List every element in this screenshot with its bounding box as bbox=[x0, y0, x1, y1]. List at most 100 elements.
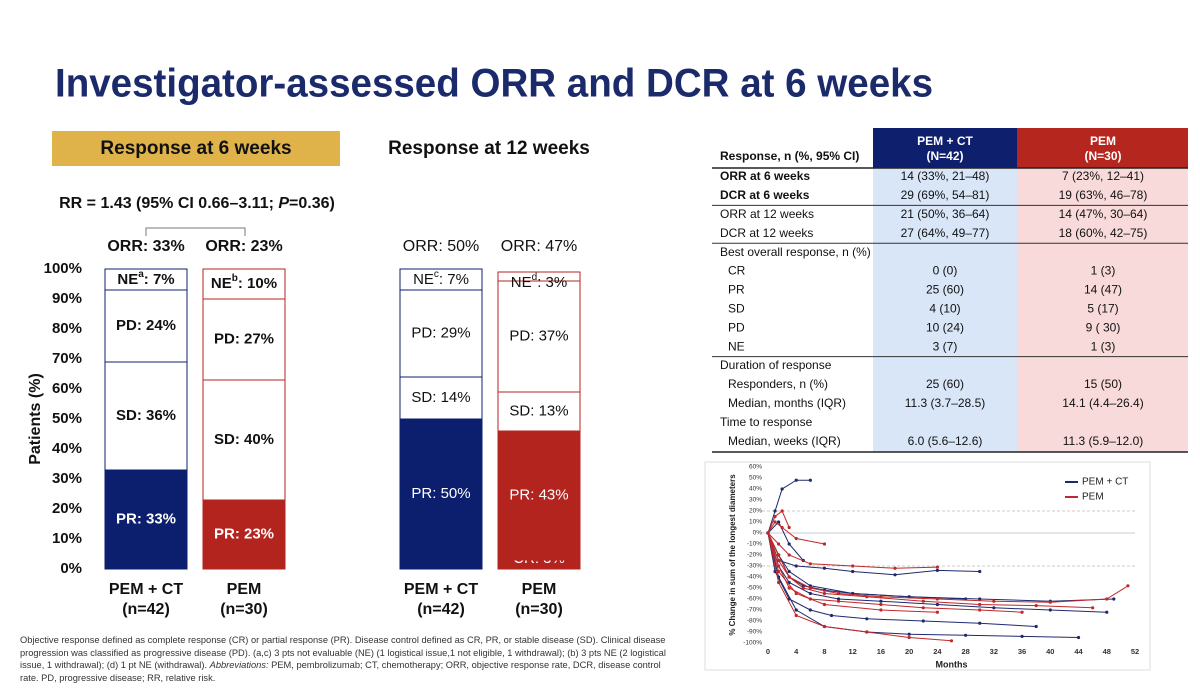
bar-segment bbox=[497, 280, 581, 393]
column-header: (N=30) bbox=[1084, 149, 1121, 163]
bar-segment bbox=[399, 289, 483, 378]
segment-value: : 13% bbox=[530, 402, 568, 419]
response-point bbox=[808, 562, 812, 566]
response-point bbox=[921, 606, 925, 610]
response-point bbox=[1020, 634, 1024, 639]
table-cell: 14 (33%, 21–48) bbox=[901, 169, 990, 183]
orr-label: ORR: 23% bbox=[205, 238, 282, 255]
response-point bbox=[780, 525, 784, 530]
response-point bbox=[766, 531, 770, 535]
table-cell: 3 (7) bbox=[933, 339, 958, 353]
bar-segment bbox=[399, 268, 483, 291]
panel-title: Response at 6 weeks bbox=[100, 138, 291, 159]
segment-label: PR: 43% bbox=[509, 486, 568, 503]
segment-value: : 7% bbox=[439, 271, 469, 288]
segment-value: : 50% bbox=[432, 485, 470, 502]
response-point bbox=[836, 597, 841, 601]
y-tick-label: 50% bbox=[749, 475, 762, 482]
segment-name: PD bbox=[214, 330, 235, 347]
response-point bbox=[949, 639, 954, 643]
column-header: Response, n (%, 95% CI) bbox=[720, 149, 859, 163]
x-tick-label: (n=42) bbox=[417, 601, 465, 618]
segment-name: NE bbox=[511, 274, 532, 291]
table-cell: 14.1 (4.4–26.4) bbox=[1062, 396, 1143, 410]
response-point bbox=[773, 514, 777, 519]
y-tick-label: 50% bbox=[52, 410, 82, 427]
table-cell: 29 (69%, 54–81) bbox=[901, 188, 990, 202]
table-cell: 25 (60) bbox=[926, 377, 964, 391]
x-tick-label: PEM bbox=[522, 581, 557, 598]
segment-name: PD bbox=[411, 324, 432, 341]
row-label: NE bbox=[728, 339, 745, 353]
legend-label: PEM + CT bbox=[1082, 477, 1128, 488]
y-tick-label: 60% bbox=[52, 380, 82, 397]
response-point bbox=[879, 599, 883, 603]
response-point bbox=[776, 558, 781, 563]
segment-value: : 33% bbox=[137, 510, 176, 527]
slide-title: Investigator-assessed ORR and DCR at 6 w… bbox=[55, 62, 933, 106]
y-tick-label: -20% bbox=[747, 552, 762, 559]
response-point bbox=[780, 509, 784, 513]
response-point bbox=[978, 597, 982, 601]
x-tick-label: PEM + CT bbox=[109, 581, 183, 598]
y-tick-label: 40% bbox=[749, 486, 762, 493]
response-point bbox=[780, 487, 784, 491]
response-point bbox=[935, 602, 939, 607]
y-tick-label: 20% bbox=[52, 500, 82, 517]
segment-value: : 27% bbox=[235, 330, 274, 347]
x-tick-label: 8 bbox=[822, 647, 826, 656]
response-point bbox=[1091, 606, 1095, 610]
y-tick-label: 60% bbox=[749, 464, 762, 471]
table-cell: 4 (10) bbox=[929, 301, 960, 315]
response-point bbox=[935, 610, 939, 614]
segment-value: : 29% bbox=[432, 324, 470, 341]
bar-segment bbox=[104, 268, 188, 291]
response-point bbox=[865, 617, 869, 621]
response-point bbox=[776, 580, 781, 585]
segment-value: : 24% bbox=[137, 317, 176, 334]
subtitle-part: P bbox=[278, 195, 289, 212]
segment-value: : 37% bbox=[530, 327, 568, 344]
response-point bbox=[851, 564, 855, 568]
segment-value: : 40% bbox=[235, 431, 274, 448]
segment-value: : 3% bbox=[537, 274, 567, 291]
segment-label: NEd: 3% bbox=[511, 272, 567, 291]
response-point bbox=[865, 630, 869, 634]
response-point bbox=[907, 632, 911, 636]
segment-value: : 23% bbox=[235, 525, 274, 542]
x-tick-label: PEM + CT bbox=[404, 581, 478, 598]
row-label: Median, months (IQR) bbox=[728, 396, 846, 410]
y-axis-label: Patients (%) bbox=[27, 373, 44, 465]
response-point bbox=[787, 569, 791, 574]
y-tick-label: 20% bbox=[749, 508, 762, 515]
response-point bbox=[787, 553, 791, 557]
footnote-mark: a bbox=[138, 269, 144, 280]
segment-label: PR: 23% bbox=[214, 525, 274, 542]
segment-value: : 7% bbox=[144, 271, 175, 288]
column-header: (N=42) bbox=[926, 149, 963, 163]
segment-label: NEc: 7% bbox=[413, 269, 469, 288]
segment-name: PR bbox=[214, 525, 235, 542]
bar-segment bbox=[399, 376, 483, 420]
response-point bbox=[776, 520, 781, 524]
y-tick-label: 40% bbox=[52, 440, 82, 457]
footnote: Objective response defined as complete r… bbox=[20, 634, 675, 684]
segment-label: SD: 36% bbox=[116, 407, 176, 424]
segment-label: PD: 29% bbox=[411, 324, 470, 341]
response-point bbox=[822, 602, 827, 607]
panel-title: Response at 12 weeks bbox=[388, 138, 590, 159]
segment-label: PR: 33% bbox=[116, 510, 176, 527]
table-cell: 14 (47%, 30–64) bbox=[1059, 207, 1148, 221]
response-point bbox=[935, 568, 939, 573]
bar-segment bbox=[399, 418, 483, 570]
segment-label: SD: 13% bbox=[509, 402, 568, 419]
bar-segment bbox=[497, 271, 581, 282]
response-point bbox=[921, 599, 925, 603]
bar-segment bbox=[104, 289, 188, 363]
response-point bbox=[1048, 600, 1052, 604]
subtitle: RR = 1.43 (95% CI 0.66–3.11; P=0.36) bbox=[59, 195, 335, 212]
response-point bbox=[787, 525, 791, 530]
subtitle-part: =0.36) bbox=[289, 195, 335, 212]
response-point bbox=[921, 619, 925, 623]
